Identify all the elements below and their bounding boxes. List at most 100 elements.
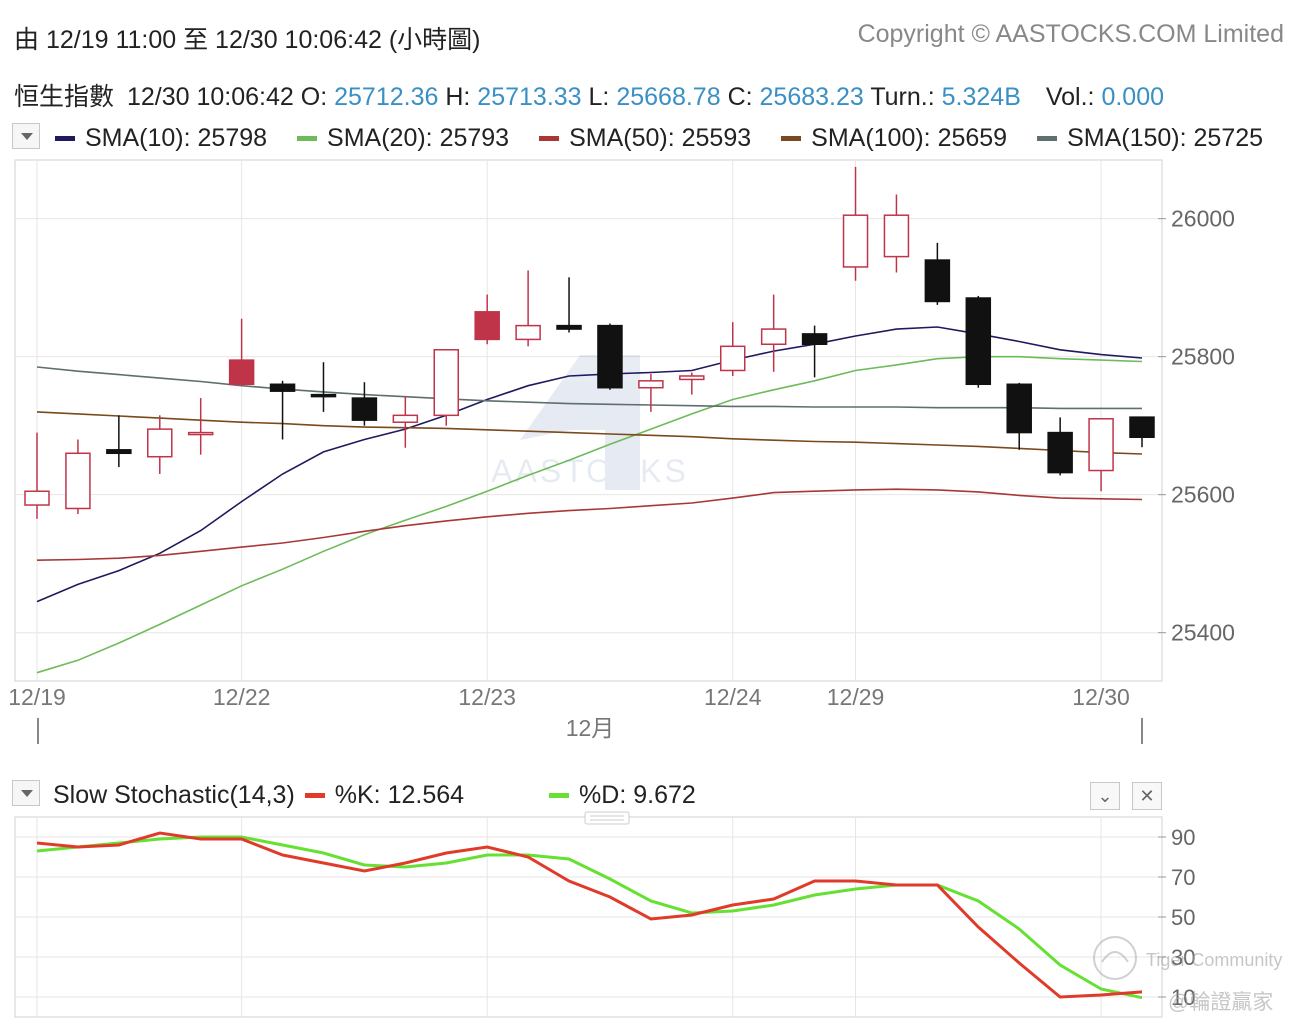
candle <box>924 242 951 305</box>
candle-body-up <box>433 349 460 417</box>
candle-body-down <box>269 383 296 392</box>
k-legend-label: %K: 12.564 <box>334 781 465 809</box>
candle-body-up <box>638 380 664 389</box>
legend-label: SMA(100): 25659 <box>811 124 1008 152</box>
candle-body-down <box>1006 383 1032 434</box>
open-label: O: <box>300 83 328 111</box>
stochastic-lines <box>36 831 1143 1000</box>
low-value: 25668.78 <box>616 83 721 111</box>
candle-body-up <box>187 431 214 436</box>
candles <box>24 166 1155 519</box>
volume-value: 0.000 <box>1101 83 1165 111</box>
close-icon: ✕ <box>1139 786 1155 806</box>
x-tick-label: 12/19 <box>8 684 66 710</box>
d-line <box>36 835 1143 1000</box>
candle-body-up <box>515 324 541 341</box>
sma-line-sma50 <box>36 488 1143 561</box>
candle-body-up <box>679 375 705 381</box>
d-legend-item: %D: 9.672 <box>549 781 696 810</box>
sma-legend-item: SMA(50): 25593 <box>539 124 751 153</box>
candle <box>965 295 992 388</box>
candle-body-up <box>883 214 910 258</box>
candle-body-up <box>474 311 500 341</box>
index-name: 恒生指數 <box>14 83 115 111</box>
month-label: 12月 <box>566 715 615 741</box>
legend-swatch <box>55 136 75 141</box>
candle <box>883 194 910 273</box>
candle <box>147 415 173 474</box>
tiger-logo-icon <box>1093 936 1137 980</box>
candle <box>228 318 255 386</box>
high-label: H: <box>445 83 471 111</box>
legend-swatch <box>539 136 560 141</box>
sma-legend-item: SMA(100): 25659 <box>781 124 1007 153</box>
turnover-label: Turn.: <box>870 83 935 111</box>
tiger-community-text: Tiger Community <box>1146 950 1282 970</box>
d-legend-label: %D: 9.672 <box>579 781 696 809</box>
y-tick-label: 25800 <box>1171 344 1235 370</box>
close-value: 25683.23 <box>759 83 864 111</box>
candle <box>187 398 214 455</box>
resize-handle[interactable] <box>584 811 630 825</box>
candle-body-down <box>1047 431 1073 474</box>
candle-body-up <box>147 428 173 458</box>
candle <box>351 382 378 426</box>
candle-body-down <box>106 449 132 455</box>
x-tick-label: 12/23 <box>458 684 516 710</box>
candle <box>1006 382 1032 450</box>
candle <box>24 432 50 519</box>
sma-legend-item: SMA(10): 25798 <box>55 124 267 153</box>
tiger-community-overlay: Tiger Community @輪證贏家 <box>1093 936 1282 1014</box>
low-label: L: <box>588 83 610 111</box>
sma-legend-item: SMA(20): 25793 <box>297 124 509 153</box>
candle-body-up <box>65 452 91 510</box>
candle <box>1129 416 1155 448</box>
k-legend-item: %K: 12.564 <box>304 781 465 810</box>
candle-body-down <box>924 259 951 303</box>
turnover-value: 5.324B <box>941 83 1021 111</box>
candle <box>760 294 787 372</box>
candle <box>597 323 623 390</box>
candle-body-down <box>351 397 378 421</box>
k-line <box>36 831 1143 999</box>
candle-body-up <box>1088 418 1114 472</box>
sma-legend-item: SMA(150): 25725 <box>1037 124 1263 153</box>
collapse-panel-button[interactable]: ⌄ <box>1090 782 1120 810</box>
candle <box>719 322 746 376</box>
candle <box>65 439 91 515</box>
candle-body-down <box>310 393 337 398</box>
legend-swatch <box>1037 136 1058 141</box>
legend-label: SMA(10): 25798 <box>85 124 268 152</box>
candle-body-up <box>760 328 787 345</box>
sma-line-sma150 <box>36 366 1142 410</box>
candle-body-up <box>392 414 419 423</box>
watermark-text: AASTOCKS <box>491 453 689 489</box>
sma-line-sma20 <box>36 355 1143 674</box>
candle-body-up <box>719 345 746 372</box>
close-panel-button[interactable]: ✕ <box>1132 782 1162 810</box>
candle <box>106 415 132 468</box>
stochastic-axis: 10 30 50 70 90 <box>1158 825 1195 1010</box>
sma-legend: SMA(10): 25798 SMA(20): 25793 SMA(50): 2… <box>55 124 1263 153</box>
stochastic-menu-dropdown[interactable] <box>12 780 40 806</box>
copyright: Copyright © AASTOCKS.COM Limited <box>857 20 1284 48</box>
stoch-tick-label: 90 <box>1171 825 1195 850</box>
x-tick-label: 12/29 <box>827 684 885 710</box>
date-range: 由 12/19 11:00 至 12/30 10:06:42 (小時圖) <box>14 26 481 54</box>
sma-line-sma10 <box>36 326 1143 603</box>
chevron-down-icon: ⌄ <box>1097 786 1113 806</box>
date-axis: 12/19 12/22 12/23 12/24 12/29 12/30 <box>8 684 1130 710</box>
legend-swatch <box>781 136 802 141</box>
open-value: 25712.36 <box>334 83 439 111</box>
candle <box>310 362 337 412</box>
y-tick-label: 25400 <box>1171 620 1235 646</box>
candle <box>801 325 828 378</box>
legend-swatch <box>549 793 570 798</box>
x-tick-label: 12/22 <box>213 684 271 710</box>
main-chart-menu-dropdown[interactable] <box>12 123 40 149</box>
candle <box>556 277 582 333</box>
candle-body-up <box>24 490 50 506</box>
sma-lines <box>36 326 1143 674</box>
watermark-handle: @輪證贏家 <box>1168 991 1273 1014</box>
candle <box>638 373 664 412</box>
